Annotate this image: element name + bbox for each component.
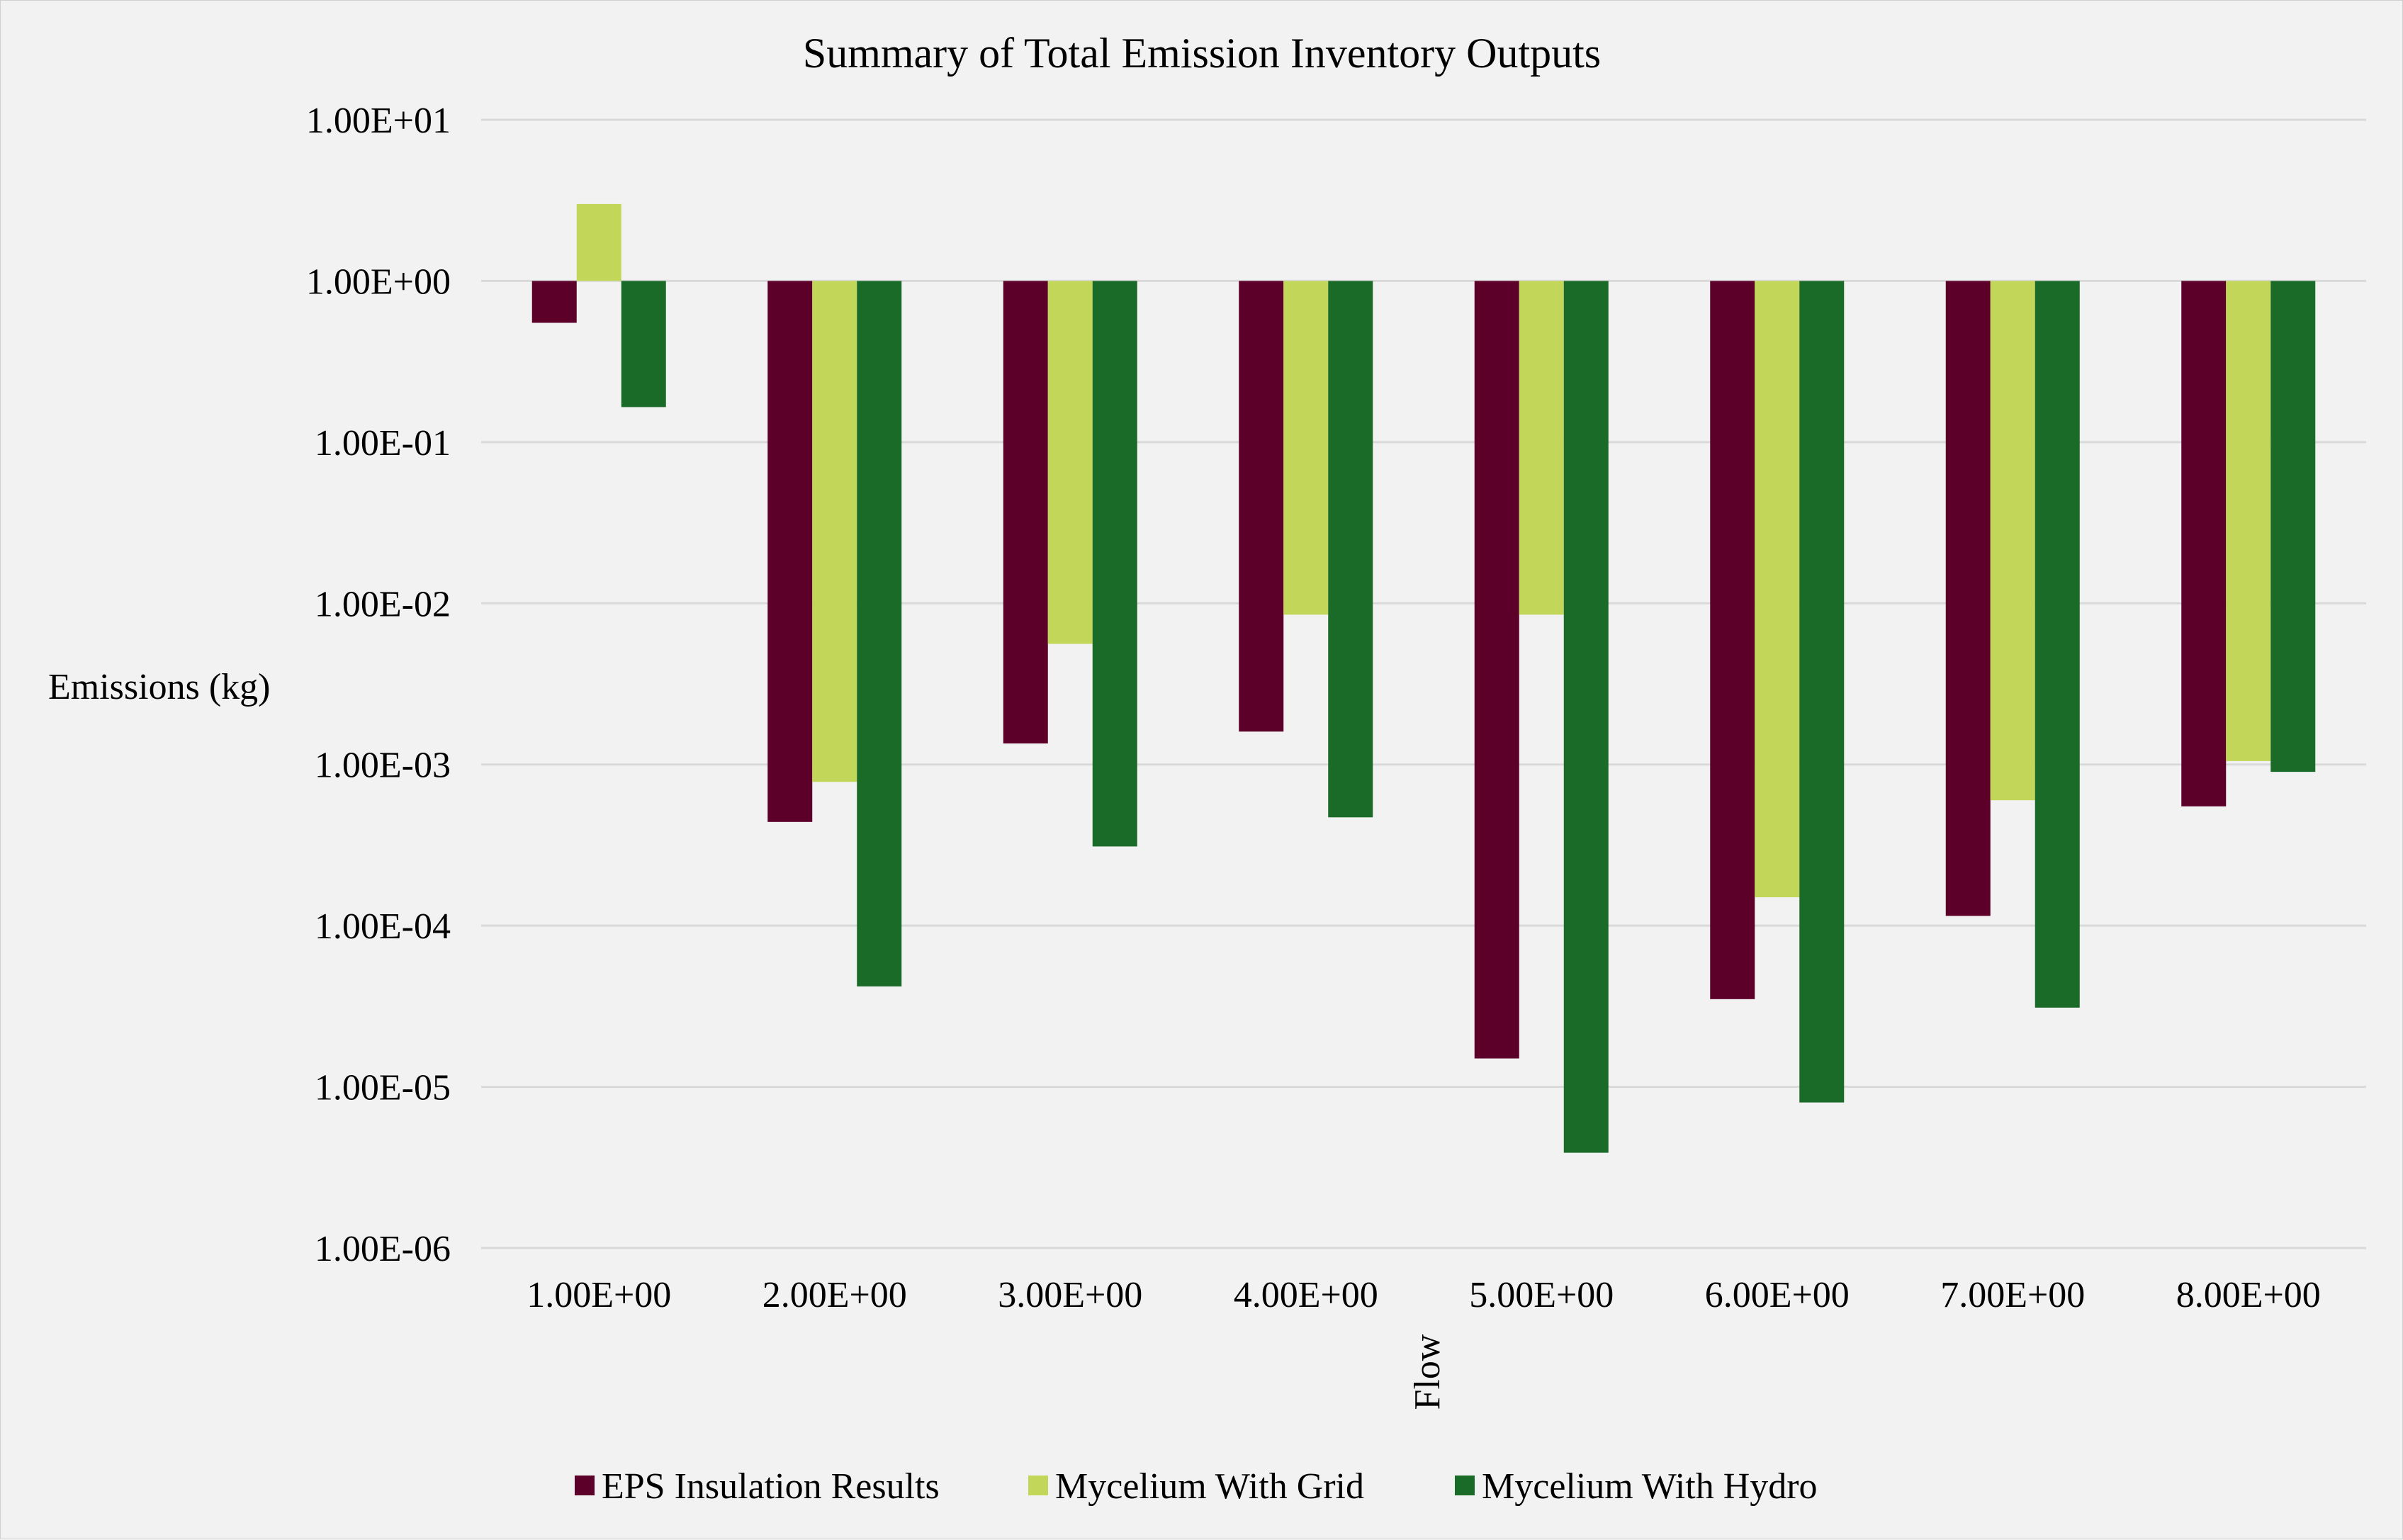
x-tick-label: 3.00E+00 [998, 1275, 1142, 1315]
y-tick-label: 1.00E-06 [315, 1229, 451, 1269]
bar [1710, 281, 1755, 999]
legend: EPS Insulation Results Mycelium With Grid… [575, 1466, 1818, 1507]
bar [576, 203, 621, 281]
bar [1003, 281, 1048, 744]
y-tick-label: 1.00E-02 [315, 584, 451, 624]
bar [1474, 281, 1519, 1059]
y-tick-label: 1.00E-01 [315, 423, 451, 463]
gridlines [481, 118, 2366, 1249]
bar [1283, 281, 1329, 615]
y-tick-label: 1.00E-05 [315, 1068, 451, 1108]
x-axis-ticks: 1.00E+00 2.00E+00 3.00E+00 4.00E+00 5.00E+00… [527, 1275, 2321, 1315]
bar [857, 281, 902, 987]
bar [1239, 281, 1284, 732]
bar [1755, 281, 1800, 898]
bar [1328, 281, 1373, 818]
legend-swatch [1028, 1476, 1048, 1495]
x-tick-label: 5.00E+00 [1469, 1275, 1614, 1315]
y-tick-label: 1.00E-04 [315, 906, 451, 947]
x-tick-label: 8.00E+00 [2176, 1275, 2321, 1315]
x-tick-label: 2.00E+00 [762, 1275, 907, 1315]
y-tick-label: 1.00E+01 [306, 101, 451, 141]
x-tick-label: 4.00E+00 [1234, 1275, 1378, 1315]
bar [2035, 281, 2080, 1008]
x-tick-label: 6.00E+00 [1705, 1275, 1850, 1315]
bar [1563, 281, 1609, 1153]
bar [812, 281, 857, 782]
legend-label: Mycelium With Hydro [1482, 1466, 1818, 1507]
y-tick-label: 1.00E+00 [306, 262, 451, 302]
bars [531, 203, 2316, 1153]
y-axis-ticks: 1.00E+01 1.00E+00 1.00E-01 1.00E-02 1.00E-03… [306, 101, 451, 1269]
legend-label: EPS Insulation Results [602, 1466, 940, 1507]
bar [1047, 281, 1093, 644]
bar [1990, 281, 2035, 801]
y-tick-label: 1.00E-03 [315, 746, 451, 786]
bar [1092, 281, 1137, 847]
bar [2226, 281, 2271, 761]
x-axis-label: Flow [1407, 1334, 1448, 1410]
bar [767, 281, 813, 822]
bar [1799, 281, 1845, 1103]
bar [2270, 281, 2316, 772]
x-tick-label: 1.00E+00 [527, 1275, 671, 1315]
legend-swatch [1455, 1476, 1475, 1495]
legend-swatch [575, 1476, 595, 1495]
bar [531, 281, 577, 323]
chart-title: Summary of Total Emission Inventory Outp… [803, 30, 1601, 77]
bar [621, 281, 666, 408]
x-tick-label: 7.00E+00 [1940, 1275, 2085, 1315]
bar [2181, 281, 2227, 806]
bar [1945, 281, 1991, 916]
legend-label: Mycelium With Grid [1055, 1466, 1364, 1507]
bar [1519, 281, 1564, 615]
y-axis-label: Emissions (kg) [48, 667, 270, 707]
